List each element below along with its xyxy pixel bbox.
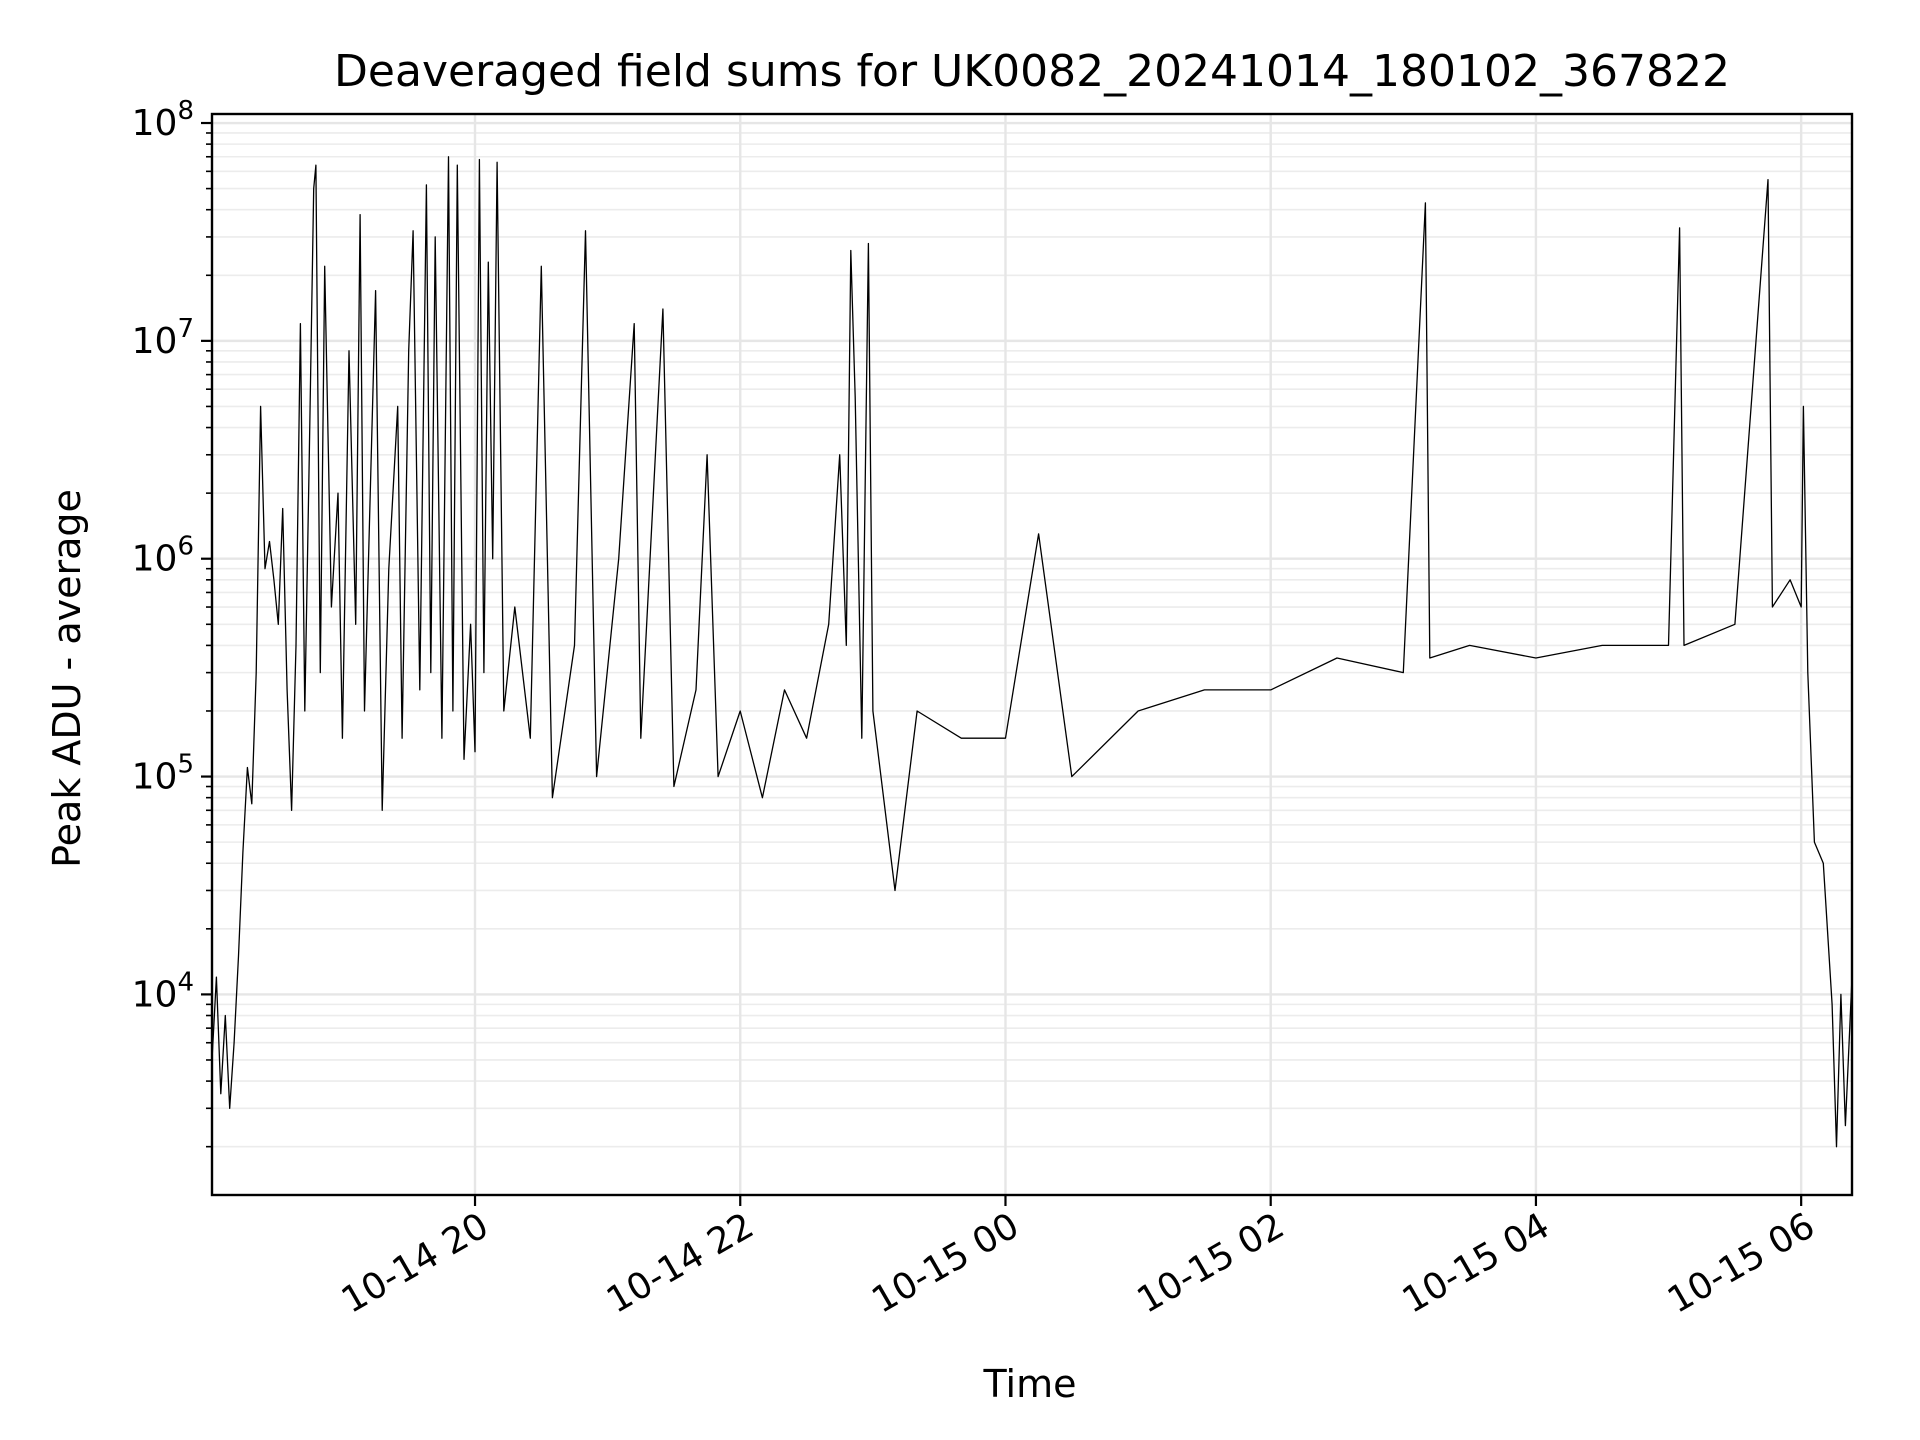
y-tick-label: 106 (132, 532, 194, 580)
plot-frame (210, 112, 1854, 1197)
y-tick-label: 104 (132, 967, 194, 1015)
data-series-line (211, 156, 1853, 1148)
y-tick-label: 105 (132, 750, 194, 798)
chart-title: Deaveraged field sums for UK0082_2024101… (334, 46, 1730, 97)
y-tick-label: 107 (132, 314, 194, 362)
y-axis-label: Peak ADU - average (45, 489, 89, 868)
x-axis-label: Time (983, 1362, 1077, 1406)
y-tick-label: 108 (132, 96, 194, 144)
grid (212, 114, 1852, 1195)
series (211, 156, 1853, 1148)
